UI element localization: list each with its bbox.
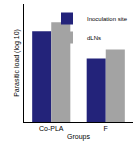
svg-text:Co-PLA: Co-PLA xyxy=(39,125,64,132)
svg-text:Groups: Groups xyxy=(67,133,90,141)
svg-text:Inoculation site: Inoculation site xyxy=(87,16,128,22)
svg-text:F: F xyxy=(104,125,108,132)
svg-text:Parasitic load (log 10): Parasitic load (log 10) xyxy=(13,29,21,97)
svg-text:dLNs: dLNs xyxy=(87,35,101,41)
